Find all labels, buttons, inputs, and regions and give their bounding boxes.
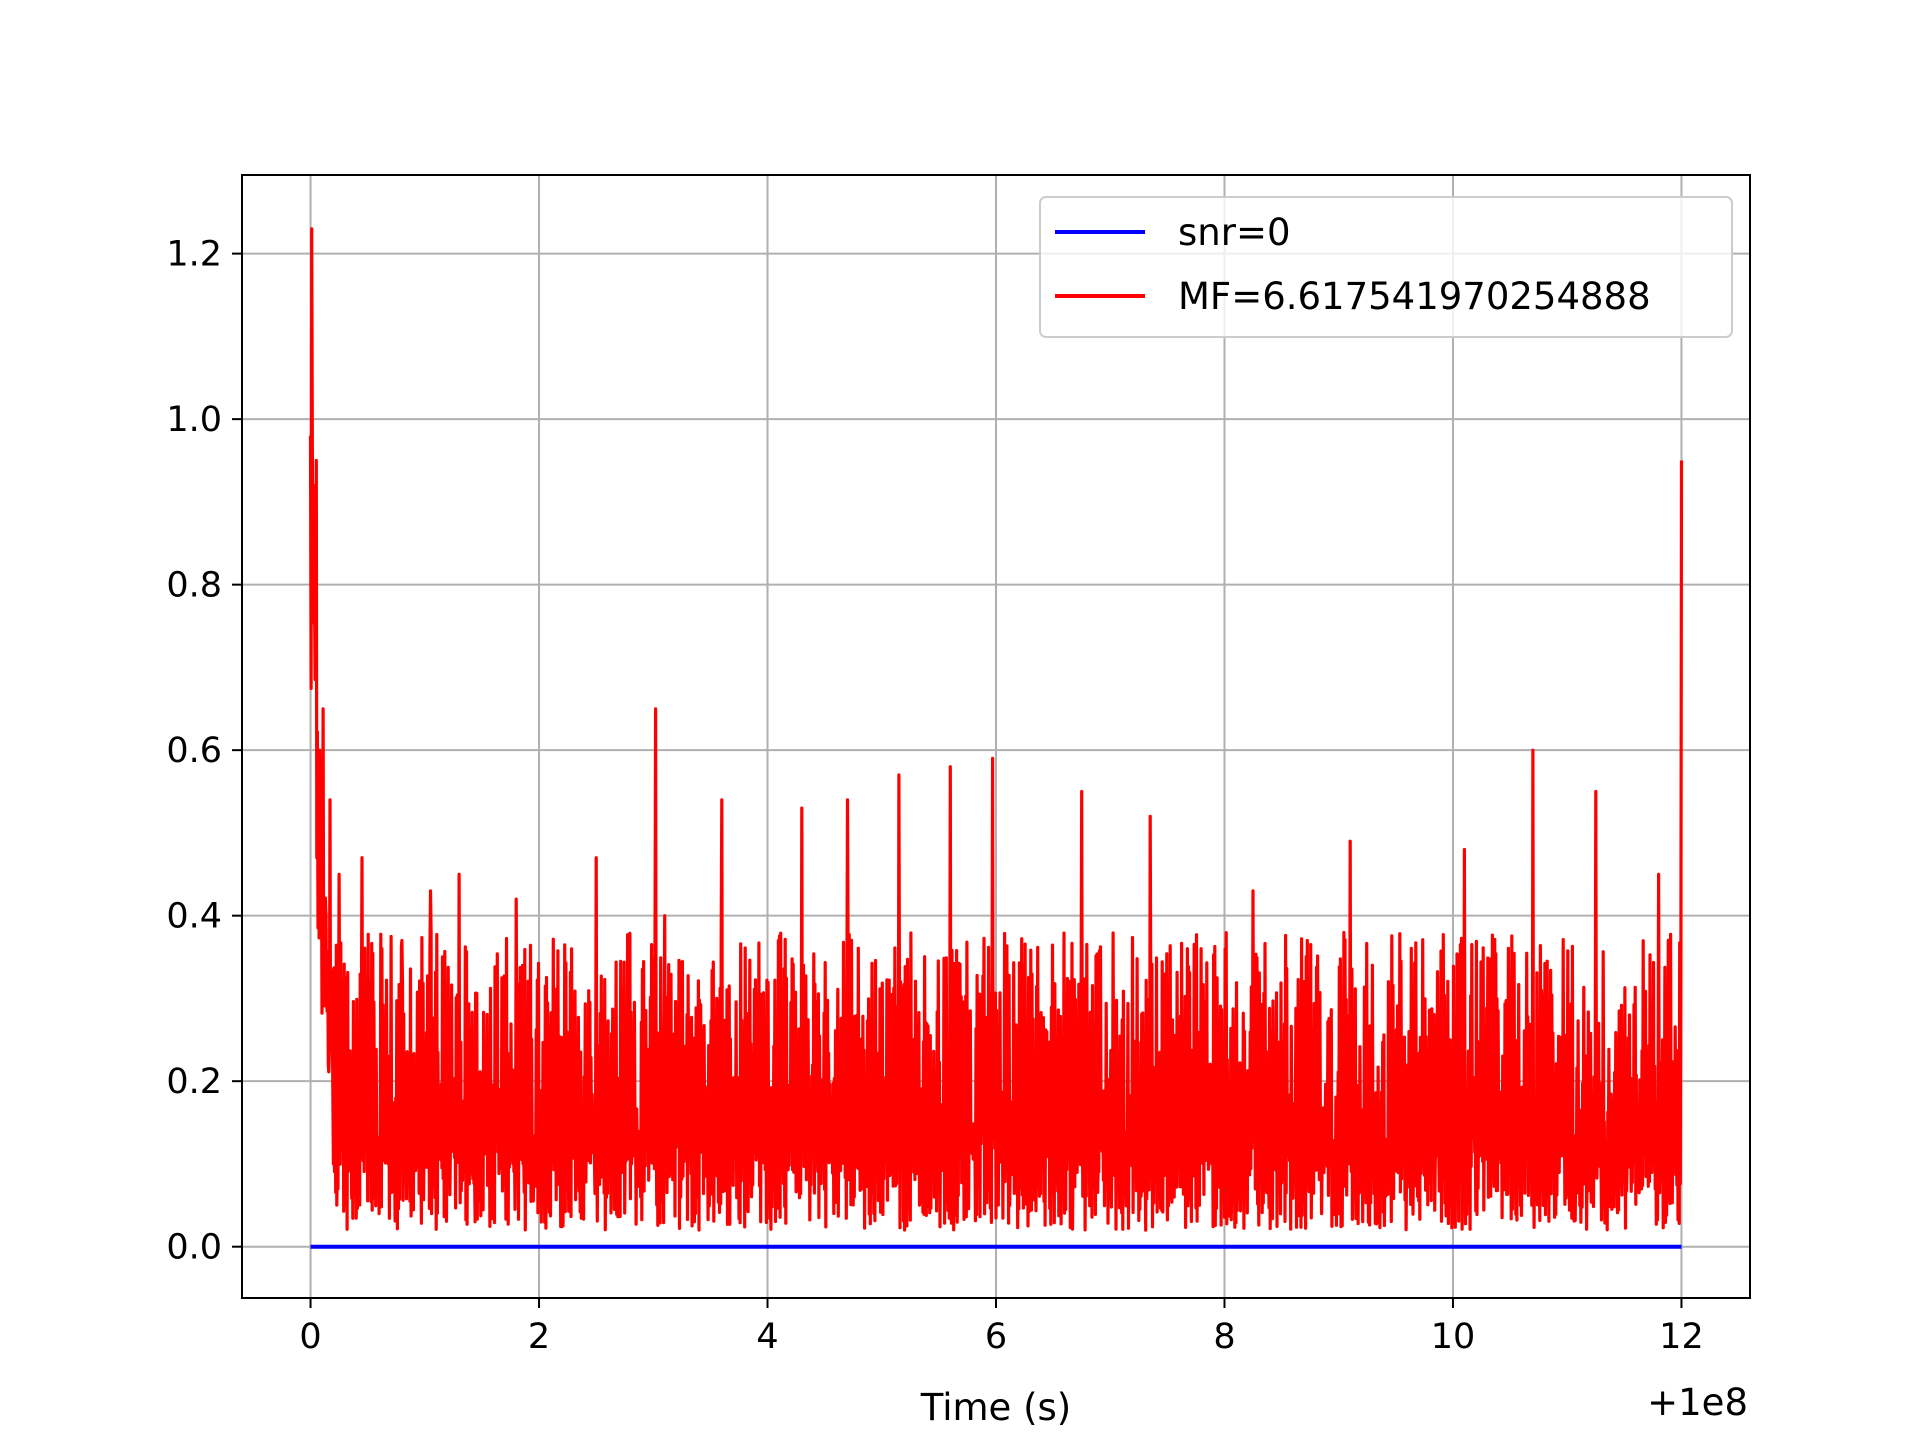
- x-axis-offset-text: +1e8: [1647, 1381, 1748, 1424]
- legend-label-mf: MF=6.617541970254888: [1178, 275, 1651, 318]
- y-tick-label: 0.8: [166, 566, 222, 606]
- x-tick-label: 12: [1659, 1317, 1704, 1357]
- x-tick-label: 10: [1431, 1317, 1476, 1357]
- x-tick-label: 0: [299, 1317, 321, 1357]
- y-tick-label: 1.2: [166, 235, 222, 275]
- tick-layer: 0 2 4 6 8 10 12 0.0 0.2 0.4 0.6 0.8 1.0 1.2: [166, 235, 1703, 1357]
- y-tick-label: 0.4: [166, 897, 222, 937]
- x-tick-label: 4: [756, 1317, 778, 1357]
- legend: snr=0 MF=6.617541970254888: [1039, 196, 1733, 338]
- legend-box: [1039, 196, 1733, 338]
- y-tick-label: 1.0: [166, 400, 222, 440]
- x-tick-label: 8: [1213, 1317, 1235, 1357]
- x-axis-title: Time (s): [920, 1386, 1071, 1429]
- y-tick-label: 0.6: [166, 731, 222, 771]
- series-line-mf: [308, 227, 1684, 1232]
- series-layer: [308, 227, 1684, 1249]
- x-tick-label: 2: [528, 1317, 550, 1357]
- y-tick-label: 0.0: [166, 1228, 222, 1268]
- legend-label-snr: snr=0: [1178, 211, 1290, 254]
- x-tick-label: 6: [985, 1317, 1007, 1357]
- y-tick-label: 0.2: [166, 1062, 222, 1102]
